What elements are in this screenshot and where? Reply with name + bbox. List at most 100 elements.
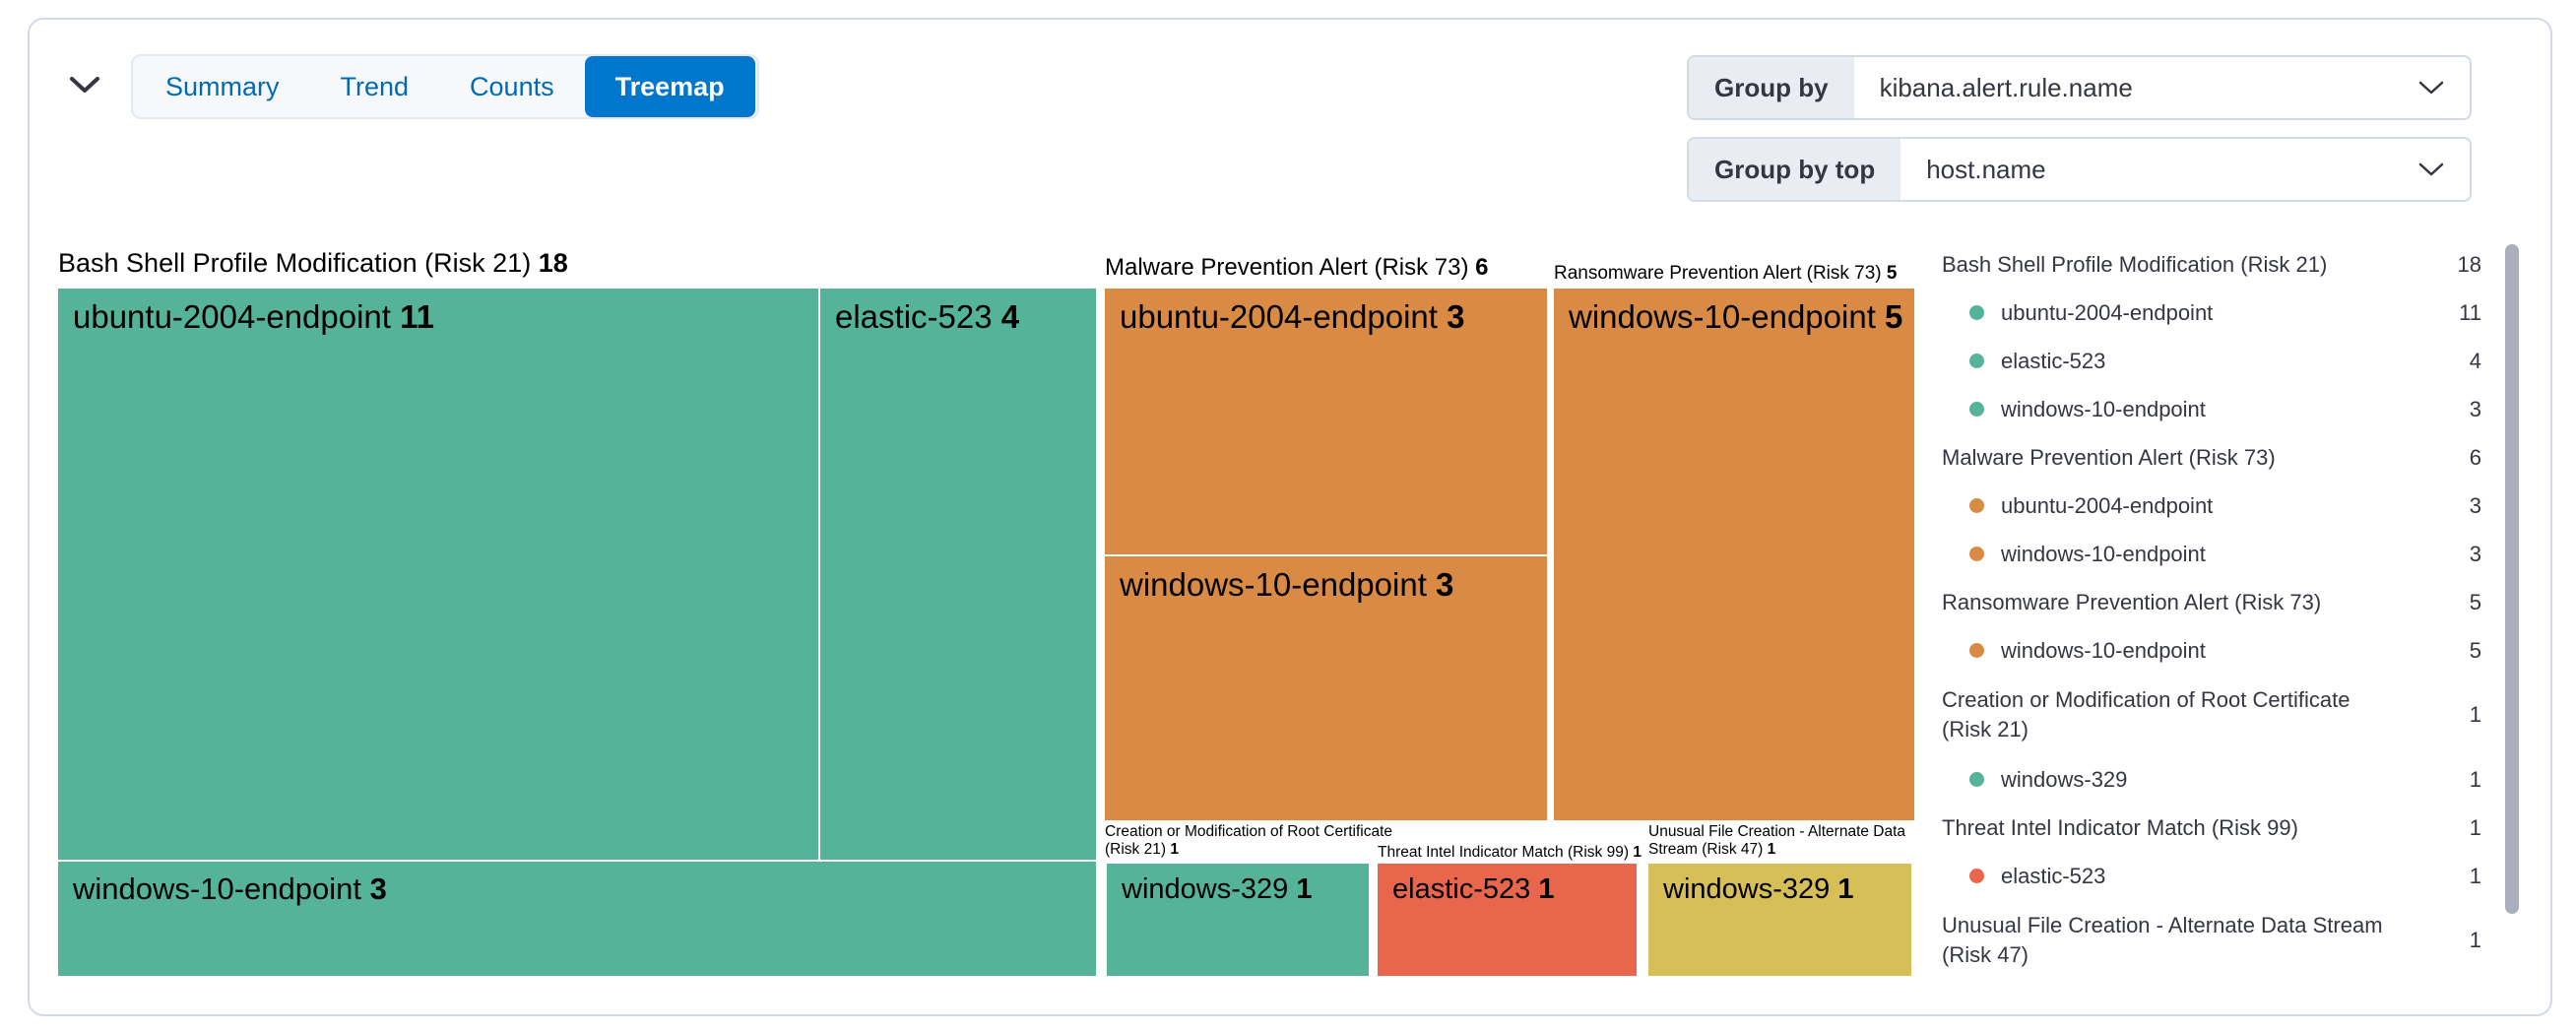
treemap-tile[interactable]: windows-10-endpoint 5 — [1554, 289, 1914, 820]
legend-item-label: Unusual File Creation - Alternate Data S… — [1942, 913, 2383, 967]
treemap-tile[interactable]: ubuntu-2004-endpoint 3 — [1105, 289, 1547, 554]
legend-dot-icon — [1969, 402, 1984, 417]
group-header-label: Threat Intel Indicator Match (Risk 99) — [1378, 844, 1629, 861]
legend-item-count: 3 — [2469, 396, 2481, 421]
tile-label: elastic-523 — [1392, 873, 1531, 905]
treemap-tile[interactable]: windows-329 1 — [1648, 864, 1911, 976]
tile-value: 5 — [1885, 298, 1903, 335]
legend-item-count: 11 — [2459, 299, 2481, 325]
treemap-tile[interactable]: windows-10-endpoint 3 — [58, 862, 1096, 976]
tile-value: 3 — [369, 871, 387, 906]
treemap-group-header: Malware Prevention Alert (Risk 73) 6 — [1105, 254, 1489, 282]
tile-value: 1 — [1837, 873, 1854, 905]
group-by-select[interactable]: Group by kibana.alert.rule.name — [1687, 55, 2472, 120]
tab-counts[interactable]: Counts — [439, 56, 585, 117]
legend-item-count: 1 — [2469, 814, 2481, 840]
legend-item-count: 3 — [2469, 541, 2481, 566]
legend-item[interactable]: Bash Shell Profile Modification (Risk 21… — [1942, 240, 2481, 289]
legend-item[interactable]: windows-10-endpoint 5 — [1942, 626, 2481, 675]
treemap-group-header: Creation or Modification of Root Certifi… — [1105, 823, 1410, 860]
group-header-label: Bash Shell Profile Modification (Risk 21… — [58, 248, 532, 278]
legend-item[interactable]: Ransomware Prevention Alert (Risk 73) 5 — [1942, 578, 2481, 626]
legend-item-count: 1 — [2469, 863, 2481, 888]
group-header-value: 1 — [1767, 841, 1776, 859]
treemap-tile[interactable]: elastic-523 4 — [820, 289, 1096, 860]
group-by-top-select[interactable]: Group by top host.name — [1687, 137, 2472, 202]
legend-dot-icon — [1969, 547, 1984, 561]
legend-item[interactable]: windows-10-endpoint 3 — [1942, 530, 2481, 578]
treemap-group-header: Unusual File Creation - Alternate Data S… — [1648, 823, 1954, 860]
legend-item-label: windows-10-endpoint — [2001, 637, 2206, 663]
legend-item-label: Malware Prevention Alert (Risk 73) — [1942, 444, 2276, 470]
legend-item[interactable]: windows-329 1 — [1942, 755, 2481, 804]
tile-label: elastic-523 — [835, 298, 993, 335]
collapse-panel-button[interactable] — [57, 57, 112, 112]
legend: Bash Shell Profile Modification (Risk 21… — [1942, 240, 2481, 981]
tile-value: 1 — [1538, 873, 1555, 905]
legend-scrollbar[interactable] — [2505, 240, 2519, 989]
chevron-down-icon — [2418, 57, 2470, 118]
group-header-label: Malware Prevention Alert (Risk 73) — [1105, 254, 1469, 281]
legend-dot-icon — [1969, 498, 1984, 513]
group-header-label: Ransomware Prevention Alert (Risk 73) — [1554, 263, 1882, 284]
treemap-tile[interactable]: ubuntu-2004-endpoint 11 — [58, 289, 818, 860]
legend-item[interactable]: elastic-523 4 — [1942, 337, 2481, 385]
tile-label: windows-10-endpoint — [1569, 298, 1876, 335]
group-header-value: 6 — [1475, 254, 1489, 281]
legend-dot-icon — [1969, 354, 1984, 368]
tab-treemap[interactable]: Treemap — [584, 56, 755, 117]
group-by-top-label: Group by top — [1689, 139, 1901, 200]
legend-item[interactable]: windows-10-endpoint 3 — [1942, 385, 2481, 433]
tile-label: windows-10-endpoint — [1120, 566, 1427, 603]
tab-trend[interactable]: Trend — [310, 56, 440, 117]
legend-item-count: 1 — [2469, 702, 2481, 727]
legend-dot-icon — [1969, 772, 1984, 787]
legend-item-label: windows-10-endpoint — [2001, 541, 2206, 566]
group-header-value: 18 — [538, 248, 568, 278]
treemap-tile[interactable]: elastic-523 1 — [1378, 864, 1637, 976]
tile-label: ubuntu-2004-endpoint — [73, 298, 391, 335]
tile-value: 4 — [1000, 298, 1020, 335]
legend-item[interactable]: Unusual File Creation - Alternate Data S… — [1942, 900, 2481, 981]
chevron-down-icon — [2418, 139, 2470, 200]
legend-item[interactable]: Threat Intel Indicator Match (Risk 99) 1 — [1942, 804, 2481, 852]
legend-item-label: ubuntu-2004-endpoint — [2001, 299, 2214, 325]
tile-label: windows-329 — [1122, 873, 1289, 905]
tile-value: 11 — [400, 298, 435, 335]
legend-item[interactable]: ubuntu-2004-endpoint 11 — [1942, 289, 2481, 337]
legend-scrollbar-thumb[interactable] — [2505, 244, 2519, 914]
group-by-value: kibana.alert.rule.name — [1879, 72, 2133, 102]
legend-item-label: Ransomware Prevention Alert (Risk 73) — [1942, 589, 2322, 614]
tab-summary[interactable]: Summary — [135, 56, 310, 117]
chevron-down-icon — [70, 77, 99, 93]
legend-dot-icon — [1969, 869, 1984, 883]
chart-type-button-group: Summary Trend Counts Treemap — [131, 54, 759, 119]
legend-item-label: Bash Shell Profile Modification (Risk 21… — [1942, 251, 2328, 277]
treemap-tile[interactable]: windows-10-endpoint 3 — [1105, 556, 1547, 820]
tile-label: ubuntu-2004-endpoint — [1120, 298, 1438, 335]
group-by-label: Group by — [1689, 57, 1854, 118]
legend-item[interactable]: Creation or Modification of Root Certifi… — [1942, 675, 2481, 755]
legend-item[interactable]: ubuntu-2004-endpoint 3 — [1942, 482, 2481, 530]
legend-item-count: 1 — [2469, 928, 2481, 952]
legend-item-count: 1 — [2469, 766, 2481, 792]
legend-item-count: 3 — [2469, 492, 2481, 518]
legend-item-count: 18 — [2457, 251, 2481, 277]
treemap-group-header: Ransomware Prevention Alert (Risk 73) 5 — [1554, 263, 1898, 285]
treemap-group-header: Bash Shell Profile Modification (Risk 21… — [58, 248, 568, 279]
treemap-tile[interactable]: windows-329 1 — [1107, 864, 1369, 976]
treemap-group-header: Threat Intel Indicator Match (Risk 99) 1 — [1378, 844, 1642, 862]
legend-item[interactable]: Malware Prevention Alert (Risk 73) 6 — [1942, 433, 2481, 482]
legend-item[interactable]: elastic-523 1 — [1942, 852, 2481, 900]
legend-item-label: elastic-523 — [2001, 348, 2106, 373]
group-by-top-value: host.name — [1926, 154, 2046, 184]
legend-dot-icon — [1969, 643, 1984, 658]
group-header-label: Unusual File Creation - Alternate Data S… — [1648, 823, 1906, 859]
legend-item-label: windows-329 — [2001, 766, 2128, 792]
group-header-label: Creation or Modification of Root Certifi… — [1105, 823, 1393, 859]
legend-item-label: windows-10-endpoint — [2001, 396, 2206, 421]
tile-value: 1 — [1296, 873, 1313, 905]
tile-value: 3 — [1436, 566, 1454, 603]
group-header-value: 1 — [1633, 844, 1642, 861]
legend-item-label: Threat Intel Indicator Match (Risk 99) — [1942, 814, 2298, 840]
